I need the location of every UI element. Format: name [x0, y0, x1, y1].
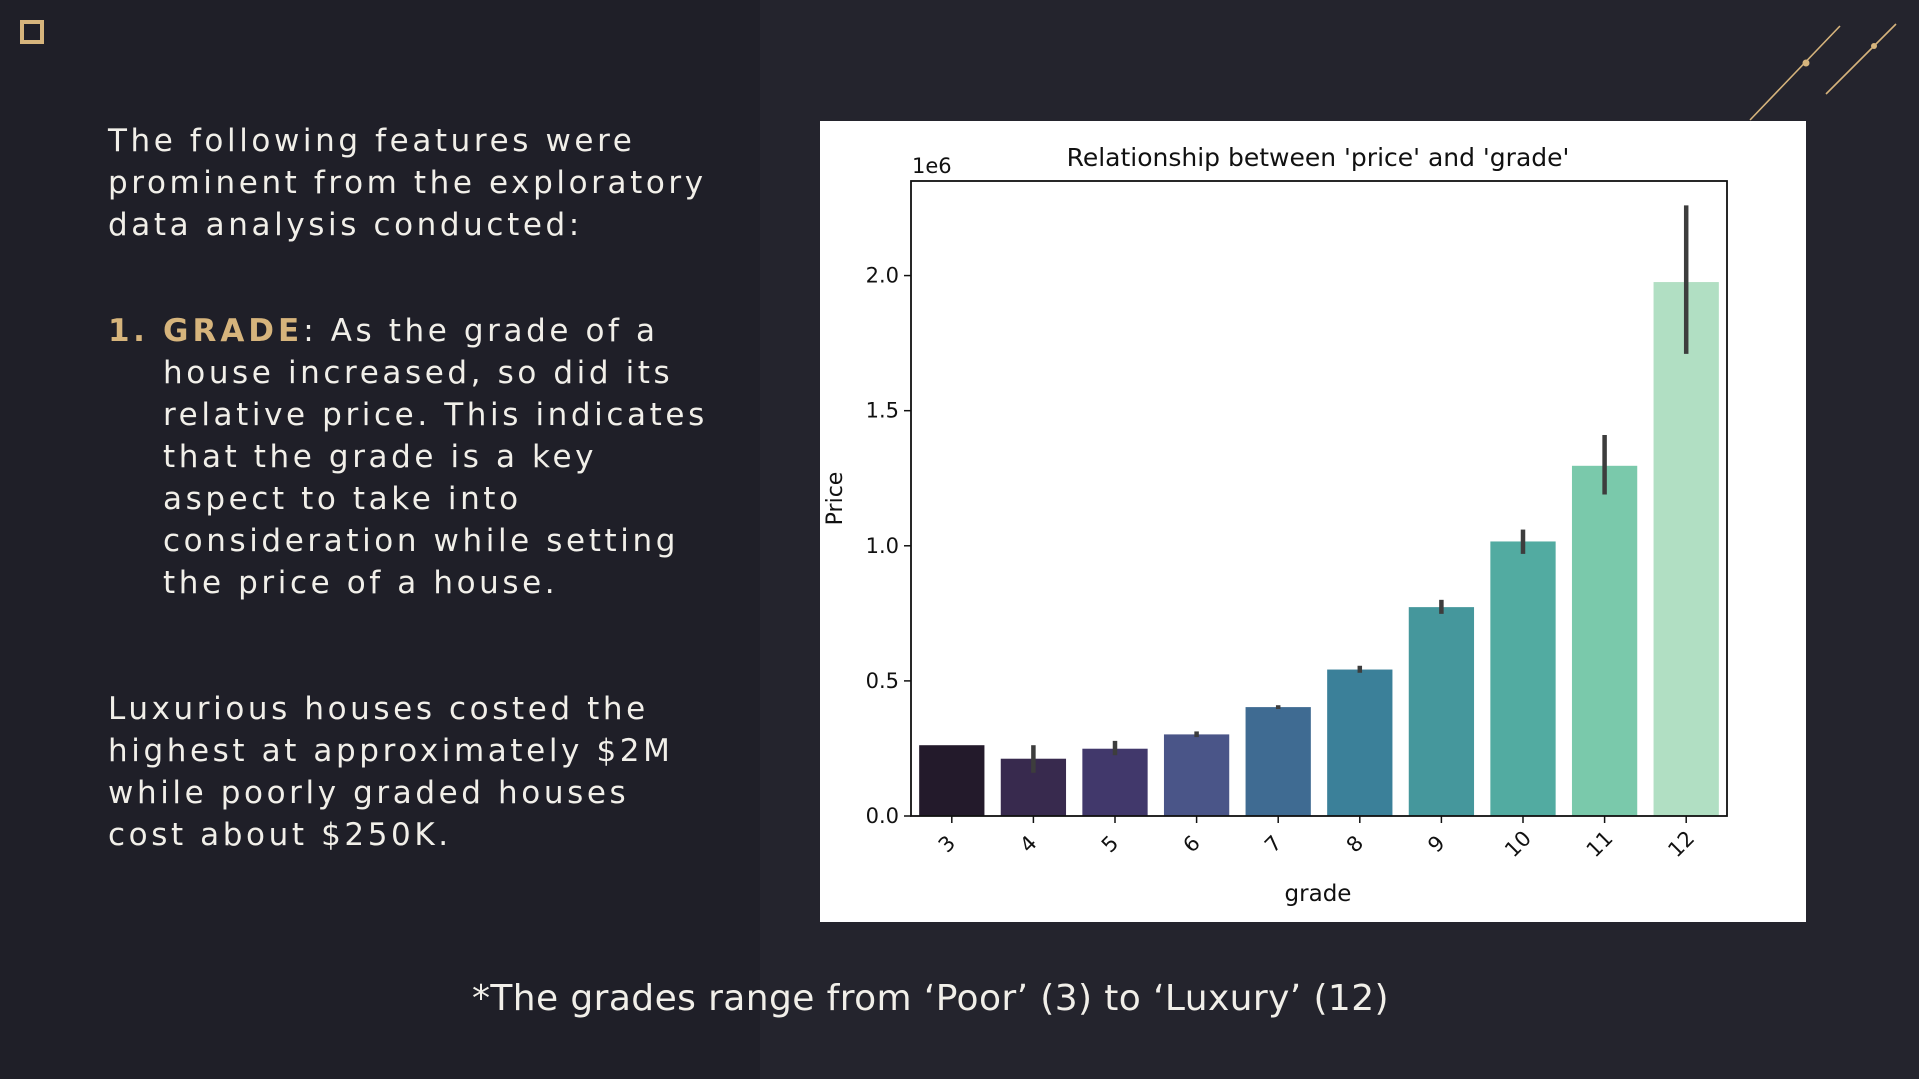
chart-title: Relationship between 'price' and 'grade' [1067, 143, 1570, 172]
summary-text: Luxurious houses costed the highest at a… [108, 691, 674, 853]
chart-card: Relationship between 'price' and 'grade'… [820, 121, 1806, 922]
x-tick-label: 8 [1342, 831, 1368, 857]
intro-text: The following features were prominent fr… [108, 123, 707, 243]
bar-grade-6 [1163, 734, 1230, 816]
bar-grade-10 [1490, 541, 1556, 816]
x-tick-label: 9 [1423, 831, 1449, 857]
y-axis-label: Price [823, 472, 848, 526]
bar-grade-5 [1082, 748, 1148, 816]
point-number: 1. [108, 313, 149, 349]
x-tick-label: 10 [1500, 826, 1536, 862]
decorative-lines-icon [1749, 23, 1897, 121]
footnote-text: *The grades range from ‘Poor’ (3) to ‘Lu… [472, 978, 1389, 1019]
point-keyword: GRADE [163, 313, 304, 349]
bar-grade-8 [1327, 669, 1393, 816]
bar-grade-11 [1571, 465, 1638, 816]
y-tick-label: 0.0 [866, 804, 899, 828]
y-tick-label: 0.5 [866, 669, 899, 693]
bar-grade-7 [1245, 707, 1311, 816]
price-grade-bar-chart: Relationship between 'price' and 'grade'… [823, 143, 1728, 907]
x-tick-label: 11 [1582, 826, 1618, 862]
x-tick-label: 12 [1663, 826, 1699, 862]
bar-grade-12 [1653, 282, 1719, 816]
bar-grade-3 [919, 745, 985, 816]
x-tick-label: 7 [1260, 831, 1286, 857]
y-offset-label: 1e6 [912, 154, 952, 178]
point-body: GRADE: As the grade of a house increased… [163, 310, 708, 604]
x-tick-label: 5 [1097, 831, 1123, 857]
x-tick-label: 6 [1178, 831, 1204, 857]
square-outline-icon [20, 20, 44, 44]
y-tick-label: 2.0 [866, 264, 899, 288]
bar-grade-9 [1408, 607, 1475, 816]
x-tick-label: 4 [1015, 831, 1041, 857]
left-text-panel [0, 0, 760, 1079]
y-tick-label: 1.0 [866, 534, 899, 558]
point-text: : As the grade of a house increased, so … [163, 313, 708, 601]
feature-point-grade: 1. GRADE: As the grade of a house increa… [108, 310, 708, 604]
x-tick-label: 3 [934, 831, 960, 857]
x-axis-label: grade [1285, 881, 1352, 907]
y-tick-label: 1.5 [866, 399, 899, 423]
plot-frame [910, 180, 1728, 817]
